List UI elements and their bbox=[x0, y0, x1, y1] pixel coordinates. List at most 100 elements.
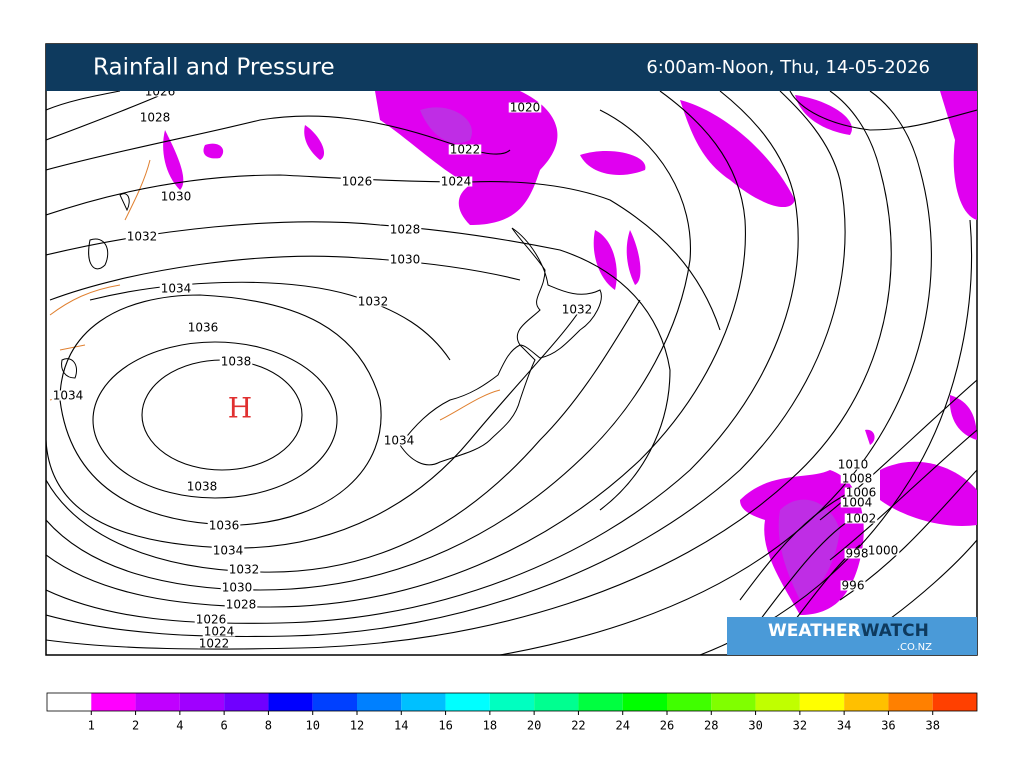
isobar-label-bg bbox=[388, 224, 422, 235]
map-layer: 1026102810201022102410261030102810301032… bbox=[46, 85, 977, 655]
isobar-label: 1030 bbox=[161, 190, 192, 204]
isobar-label: 1028 bbox=[140, 111, 171, 125]
logo-domain: .CO.NZ bbox=[897, 642, 932, 653]
isobar-label: 1022 bbox=[199, 637, 230, 651]
isobar-label-bg bbox=[159, 191, 193, 202]
legend-swatch bbox=[755, 693, 800, 711]
isobar-label-bg bbox=[840, 580, 866, 591]
isobar-label-bg bbox=[388, 254, 422, 265]
isobar-label: 996 bbox=[842, 579, 865, 593]
isobar-label: 1028 bbox=[390, 223, 421, 237]
logo-a: WEATHER bbox=[768, 621, 861, 641]
isobar-label-bg bbox=[125, 231, 159, 242]
isobar-label: 1008 bbox=[842, 472, 873, 486]
legend-swatch bbox=[534, 693, 579, 711]
legend-tick-label: 38 bbox=[925, 719, 939, 733]
isobar-label: 1020 bbox=[510, 101, 541, 115]
isobar-label-bg bbox=[185, 481, 219, 492]
legend-tick-label: 10 bbox=[305, 719, 319, 733]
legend-tick-label: 18 bbox=[483, 719, 497, 733]
isobar-label: 1034 bbox=[213, 544, 244, 558]
isobar-label: 1026 bbox=[145, 85, 176, 99]
legend-swatch bbox=[312, 693, 357, 711]
legend-swatch bbox=[932, 693, 977, 711]
legend-tick-label: 26 bbox=[660, 719, 674, 733]
isobar-label-bg bbox=[143, 91, 177, 97]
legend-swatch bbox=[711, 693, 756, 711]
isobar-label: 1010 bbox=[838, 458, 869, 472]
isobar-label: 1034 bbox=[384, 434, 415, 448]
legend-tick-label: 14 bbox=[394, 719, 408, 733]
legend-frame bbox=[46, 692, 978, 712]
isobar-label-bg bbox=[836, 459, 870, 470]
legend-swatch bbox=[357, 693, 402, 711]
legend-tick-label: 36 bbox=[881, 719, 895, 733]
legend-swatch bbox=[667, 693, 712, 711]
legend-tick-label: 8 bbox=[265, 719, 272, 733]
legend-swatch bbox=[47, 693, 92, 711]
isobar-label: 1032 bbox=[358, 295, 389, 309]
isobar-label: 1006 bbox=[846, 486, 877, 500]
logo-text: WEATHERWATCH bbox=[768, 621, 929, 641]
header-bar bbox=[46, 44, 977, 91]
isobar-label: 1004 bbox=[842, 496, 873, 510]
logo-box bbox=[727, 617, 977, 655]
isobar-label-bg bbox=[844, 487, 878, 498]
isobar-label-bg bbox=[224, 599, 258, 610]
isobar-label: 1024 bbox=[441, 175, 472, 189]
isobar-label: 1034 bbox=[53, 389, 84, 403]
isobar-label: 1036 bbox=[209, 519, 240, 533]
isobar-label-bg bbox=[207, 520, 241, 531]
legend-tick-label: 30 bbox=[748, 719, 762, 733]
isobar-label-bg bbox=[211, 545, 245, 556]
legend-tick-label: 4 bbox=[176, 719, 183, 733]
legend-swatch bbox=[224, 693, 269, 711]
valid-time: 6:00am-Noon, Thu, 14-05-2026 bbox=[646, 57, 930, 78]
isobar-label-bg bbox=[382, 435, 416, 446]
legend: 1 2 4 6 8 10 12 14 16 18 20 22 24 26 28 30 32 34 36 38 bbox=[46, 692, 978, 733]
legend-swatch bbox=[401, 693, 446, 711]
isobar-label: 1028 bbox=[226, 598, 257, 612]
isobar-label-bg bbox=[508, 102, 542, 113]
legend-swatch bbox=[489, 693, 535, 711]
isobar-label: 1038 bbox=[187, 480, 218, 494]
legend-tick-label: 24 bbox=[615, 719, 629, 733]
isobar-label: 1038 bbox=[221, 355, 252, 369]
legend-tick-label: 6 bbox=[221, 719, 228, 733]
legend-swatch bbox=[268, 693, 313, 711]
isobar-label-bg bbox=[138, 112, 172, 123]
high-pressure-label: H bbox=[228, 392, 252, 425]
logo-b: WATCH bbox=[861, 621, 929, 641]
legend-tick-label: 1 bbox=[88, 719, 95, 733]
legend-swatch bbox=[799, 693, 845, 711]
legend-swatch bbox=[135, 693, 180, 711]
isobar-label: 1026 bbox=[342, 175, 373, 189]
isobar-label: 1024 bbox=[204, 625, 235, 639]
legend-swatch bbox=[844, 693, 889, 711]
legend-swatch bbox=[578, 693, 623, 711]
legend-tick-label: 2 bbox=[132, 719, 139, 733]
isobar-label: 1034 bbox=[161, 282, 192, 296]
isobar-label-bg bbox=[227, 564, 261, 575]
legend-tick-label: 22 bbox=[571, 719, 585, 733]
legend-swatch bbox=[888, 693, 933, 711]
isobar-label: 1032 bbox=[127, 230, 158, 244]
isobar-label-bg bbox=[340, 176, 374, 187]
isobar-label: 1030 bbox=[222, 581, 253, 595]
isobar-label-bg bbox=[202, 626, 236, 637]
isobar-label-bg bbox=[220, 582, 254, 593]
isobar-label-bg bbox=[219, 356, 253, 367]
isobar-label-bg bbox=[51, 390, 85, 401]
legend-tick-label: 34 bbox=[837, 719, 851, 733]
legend-swatch bbox=[179, 693, 225, 711]
isobar-label-bg bbox=[866, 545, 900, 556]
isobar-label: 1002 bbox=[846, 512, 877, 526]
isobar-label: 1032 bbox=[229, 563, 260, 577]
isobar-label: 1022 bbox=[450, 143, 481, 157]
isobar-label-bg bbox=[197, 638, 231, 649]
isobar-label-bg bbox=[840, 473, 874, 484]
isobar-label-bg bbox=[159, 283, 193, 294]
legend-tick-label: 32 bbox=[793, 719, 807, 733]
title: Rainfall and Pressure bbox=[93, 55, 335, 81]
